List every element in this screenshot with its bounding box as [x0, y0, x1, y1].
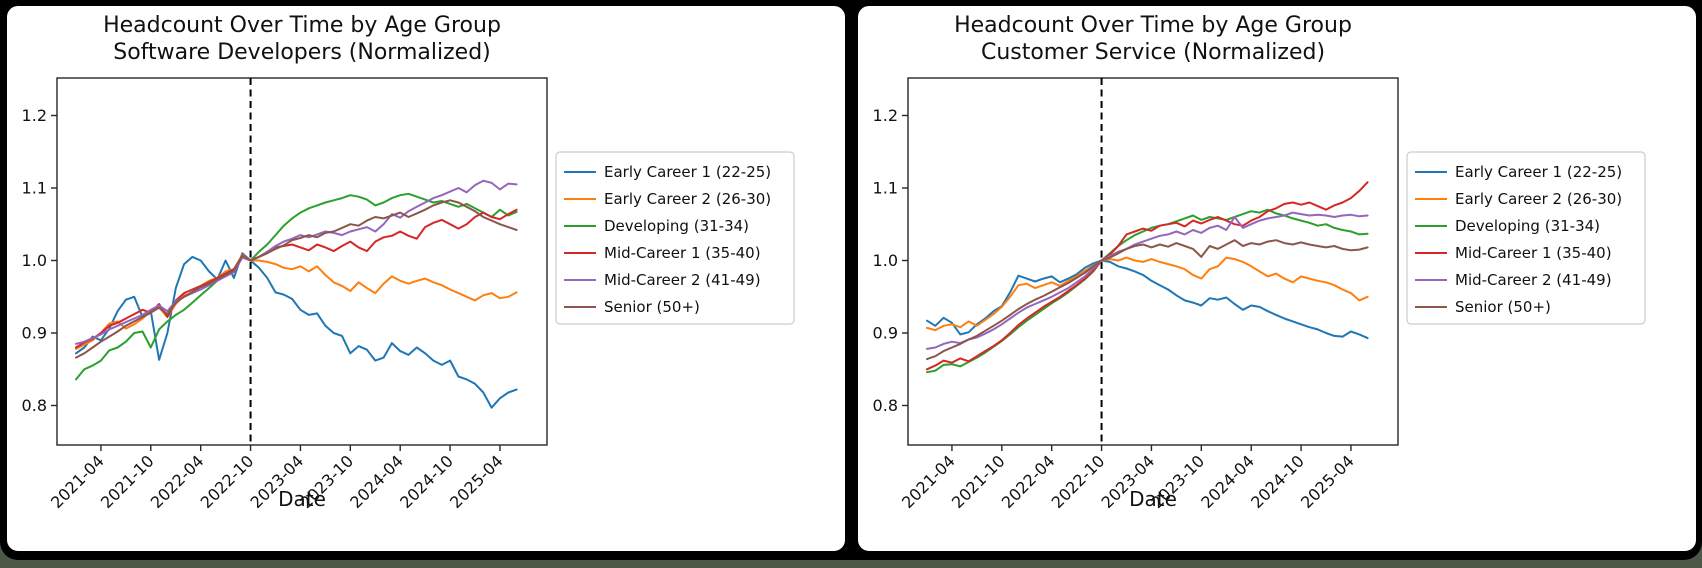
legend-label-mid-career-1-35-40: Mid-Career 1 (35-40)	[1455, 244, 1612, 262]
legend-label-early-career-2-26-30: Early Career 2 (26-30)	[604, 190, 771, 208]
y-tick-label: 1.1	[873, 179, 898, 198]
y-tick-label: 0.9	[22, 324, 47, 343]
chart-title-line2: Customer Service (Normalized)	[980, 40, 1326, 65]
y-tick-label: 1.1	[22, 179, 47, 198]
chart-title-line1: Headcount Over Time by Age Group	[103, 13, 501, 38]
chart-title-line1: Headcount Over Time by Age Group	[954, 13, 1352, 38]
legend-label-early-career-2-26-30: Early Career 2 (26-30)	[1455, 190, 1622, 208]
legend-label-developing-31-34: Developing (31-34)	[604, 217, 749, 235]
series-line-senior-50	[926, 239, 1369, 361]
plot-border	[907, 77, 1399, 446]
legend-label-senior-50: Senior (50+)	[604, 298, 700, 316]
y-tick-label: 1.0	[873, 251, 898, 270]
series-line-mid-career-1-35-40	[75, 208, 518, 349]
legend-label-early-career-1-22-25: Early Career 1 (22-25)	[1455, 163, 1622, 181]
y-tick-label: 0.9	[873, 324, 898, 343]
x-axis-label: Date	[1129, 487, 1177, 511]
x-axis-label: Date	[278, 487, 326, 511]
y-tick-label: 0.8	[22, 396, 47, 415]
series-line-senior-50	[75, 199, 518, 359]
legend-label-mid-career-2-41-49: Mid-Career 2 (41-49)	[1455, 271, 1612, 289]
legend-label-developing-31-34: Developing (31-34)	[1455, 217, 1600, 235]
legend-box	[1406, 151, 1646, 325]
plot-canvas-software-developers: 0.80.91.01.11.22021-042021-102022-042022…	[22, 77, 795, 512]
y-tick-label: 1.2	[22, 106, 47, 125]
legend-label-senior-50: Senior (50+)	[1455, 298, 1551, 316]
legend-box	[555, 151, 795, 325]
chart-title: Headcount Over Time by Age Group Custome…	[858, 12, 1448, 66]
chart-title: Headcount Over Time by Age Group Softwar…	[7, 12, 597, 66]
chart-card-customer-service: 0.8 0.9 1.0 1.1 1.2 2021-04 2021-10 2022-04 2022…	[855, 3, 1699, 554]
legend-label-mid-career-2-41-49: Mid-Career 2 (41-49)	[604, 271, 761, 289]
y-tick-label: 1.0	[22, 251, 47, 270]
y-tick-label: 0.8	[873, 396, 898, 415]
series-line-mid-career-2-41-49	[75, 179, 518, 345]
legend-label-early-career-1-22-25: Early Career 1 (22-25)	[604, 163, 771, 181]
y-tick-label: 1.2	[873, 106, 898, 125]
plot-border	[56, 77, 548, 446]
series-line-mid-career-1-35-40	[926, 181, 1369, 371]
series-line-early-career-2-26-30	[926, 256, 1369, 332]
plot-canvas-customer-service: 0.80.91.01.11.22021-042021-102022-042022…	[873, 77, 1646, 512]
chart-title-line2: Software Developers (Normalized)	[113, 40, 491, 65]
legend-label-mid-career-1-35-40: Mid-Career 1 (35-40)	[604, 244, 761, 262]
chart-card-software-developers: 0.8 0.9 1.0 1.1 1.2 2021-04 2021-10 2022-04 2022…	[4, 3, 848, 554]
series-line-mid-career-2-41-49	[926, 211, 1369, 350]
